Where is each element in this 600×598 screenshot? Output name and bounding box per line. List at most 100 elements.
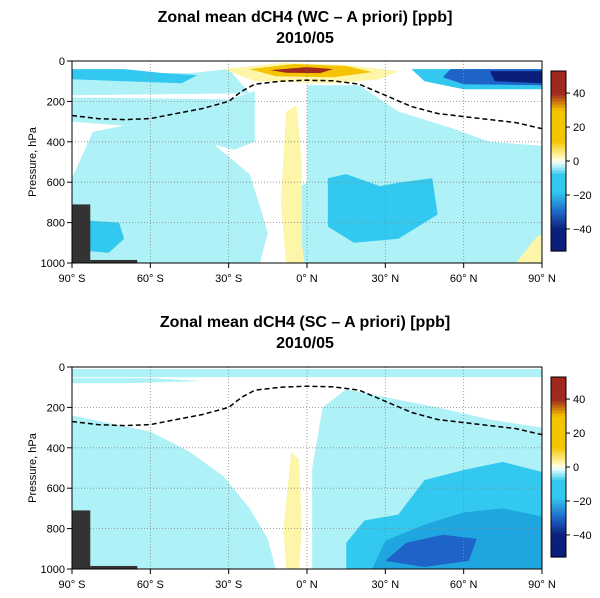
contour-region — [385, 534, 477, 567]
colorbar-segment — [551, 416, 566, 420]
colorbar-segment — [551, 461, 566, 465]
colorbar-segment — [551, 521, 566, 525]
colorbar-segment — [551, 239, 566, 243]
colorbar-segment — [551, 176, 566, 180]
colorbar-segment — [551, 539, 566, 543]
x-tick-label: 90° S — [58, 579, 85, 591]
colorbar-segment — [551, 95, 566, 99]
colorbar-segment — [551, 554, 566, 558]
y-axis: 0 200 400 600 800 1000 — [41, 56, 72, 270]
colorbar-segment — [551, 80, 566, 84]
y-tick-label: 0 — [59, 362, 65, 374]
x-tick-label: 60° S — [137, 579, 164, 591]
contour-regions — [72, 63, 542, 263]
colorbar: 40 20 0 −20 −40 — [550, 376, 592, 558]
gridlines — [72, 367, 542, 569]
colorbar-segment — [551, 392, 566, 396]
y-tick-label: 1000 — [41, 258, 65, 270]
colorbar-segment — [551, 92, 566, 96]
topography-block — [90, 565, 138, 569]
colorbar: 40 20 0 −20 −40 — [550, 70, 592, 252]
colorbar-segment — [551, 425, 566, 429]
colorbar-segment — [551, 509, 566, 513]
colorbar-segment — [551, 173, 566, 177]
colorbar-segment — [551, 104, 566, 108]
x-tick-label: 60° N — [450, 579, 478, 591]
colorbar-segment — [551, 503, 566, 507]
colorbar-segment — [551, 218, 566, 222]
colorbar-segment — [551, 131, 566, 135]
colorbar-segment — [551, 524, 566, 528]
colorbar-segment — [551, 482, 566, 486]
colorbar-segment — [551, 527, 566, 531]
y-tick-label: 200 — [47, 402, 65, 414]
colorbar-segment — [551, 200, 566, 204]
colorbar-segment — [551, 140, 566, 144]
colorbar-segment — [551, 506, 566, 510]
colorbar-segment — [551, 404, 566, 408]
x-tick-label: 30° S — [215, 579, 242, 591]
colorbar-segment — [551, 485, 566, 489]
colorbar-segment — [551, 149, 566, 153]
contour-region — [72, 69, 198, 84]
colorbar-segment — [551, 452, 566, 456]
colorbar-segment — [551, 515, 566, 519]
colorbar-segment — [551, 494, 566, 498]
x-tick-label: 60° N — [450, 273, 478, 285]
y-axis-label: Pressure, hPa — [27, 126, 39, 197]
x-tick-label: 30° N — [372, 273, 400, 285]
colorbar-segment — [551, 74, 566, 78]
colorbar-segment — [551, 500, 566, 504]
colorbar-segment — [551, 107, 566, 111]
colorbar-segment — [551, 83, 566, 87]
colorbar-segment — [551, 536, 566, 540]
colorbar-segment — [551, 242, 566, 246]
x-tick-label: 90° N — [528, 273, 556, 285]
colorbar-tick-label: 0 — [573, 462, 579, 474]
colorbar-segment — [551, 467, 566, 471]
panel-title: Zonal mean dCH4 (WC – A priori) [ppb] — [158, 9, 453, 26]
colorbar-segment — [551, 155, 566, 159]
colorbar-segment — [551, 410, 566, 414]
colorbar-segment — [551, 437, 566, 441]
contour-region — [489, 71, 542, 84]
y-tick-label: 800 — [47, 524, 65, 536]
colorbar-tick-label: −20 — [573, 496, 592, 508]
colorbar-segment — [551, 458, 566, 462]
colorbar-segment — [551, 188, 566, 192]
colorbar-segment — [551, 143, 566, 147]
colorbar-segment — [551, 224, 566, 228]
colorbar-segment — [551, 542, 566, 546]
colorbar-segment — [551, 449, 566, 453]
colorbar-segment — [551, 470, 566, 474]
contour-region — [270, 67, 334, 74]
contour-region — [280, 105, 305, 263]
colorbar-segment — [551, 518, 566, 522]
colorbar-segment — [551, 230, 566, 234]
colorbar-segment — [551, 197, 566, 201]
colorbar-segment — [551, 167, 566, 171]
colorbar-segment — [551, 221, 566, 225]
colorbar-segment — [551, 137, 566, 141]
colorbar-segment — [551, 248, 566, 252]
contour-region — [327, 174, 438, 243]
x-tick-label: 90° S — [58, 273, 85, 285]
colorbar-segment — [551, 101, 566, 105]
colorbar-segment — [551, 464, 566, 468]
topography — [72, 204, 138, 263]
contour-region — [87, 220, 125, 253]
colorbar-segment — [551, 434, 566, 438]
colorbar-segment — [551, 209, 566, 213]
colorbar-segment — [551, 179, 566, 183]
colorbar-segment — [551, 194, 566, 198]
colorbar-segment — [551, 497, 566, 501]
colorbar-segment — [551, 512, 566, 516]
topography-block — [90, 259, 138, 263]
colorbar-segment — [551, 170, 566, 174]
colorbar-segment — [551, 122, 566, 126]
colorbar-segment — [551, 446, 566, 450]
colorbar-segment — [551, 206, 566, 210]
colorbar-segment — [551, 119, 566, 123]
colorbar-segment — [551, 71, 566, 75]
contour-regions — [72, 369, 542, 569]
